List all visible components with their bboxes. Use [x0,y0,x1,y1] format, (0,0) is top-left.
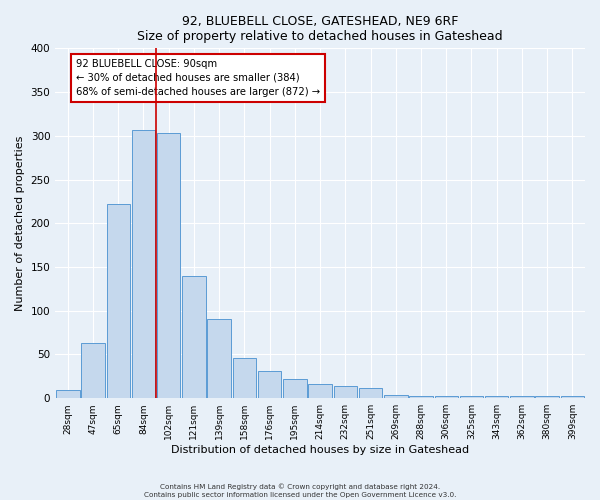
Bar [283,379,307,398]
Bar [560,396,584,398]
Bar [208,320,231,398]
Bar [56,390,80,398]
Bar [409,396,433,398]
Text: Contains HM Land Registry data © Crown copyright and database right 2024.
Contai: Contains HM Land Registry data © Crown c… [144,484,456,498]
Bar [460,396,483,398]
X-axis label: Distribution of detached houses by size in Gateshead: Distribution of detached houses by size … [171,445,469,455]
Title: 92, BLUEBELL CLOSE, GATESHEAD, NE9 6RF
Size of property relative to detached hou: 92, BLUEBELL CLOSE, GATESHEAD, NE9 6RF S… [137,15,503,43]
Bar [258,371,281,398]
Bar [485,396,508,398]
Text: 92 BLUEBELL CLOSE: 90sqm
← 30% of detached houses are smaller (384)
68% of semi-: 92 BLUEBELL CLOSE: 90sqm ← 30% of detach… [76,59,320,97]
Bar [535,396,559,398]
Bar [384,394,407,398]
Y-axis label: Number of detached properties: Number of detached properties [15,136,25,311]
Bar [107,204,130,398]
Bar [434,396,458,398]
Bar [182,276,206,398]
Bar [157,133,181,398]
Bar [334,386,357,398]
Bar [233,358,256,398]
Bar [132,130,155,398]
Bar [308,384,332,398]
Bar [510,396,533,398]
Bar [81,343,105,398]
Bar [359,388,382,398]
